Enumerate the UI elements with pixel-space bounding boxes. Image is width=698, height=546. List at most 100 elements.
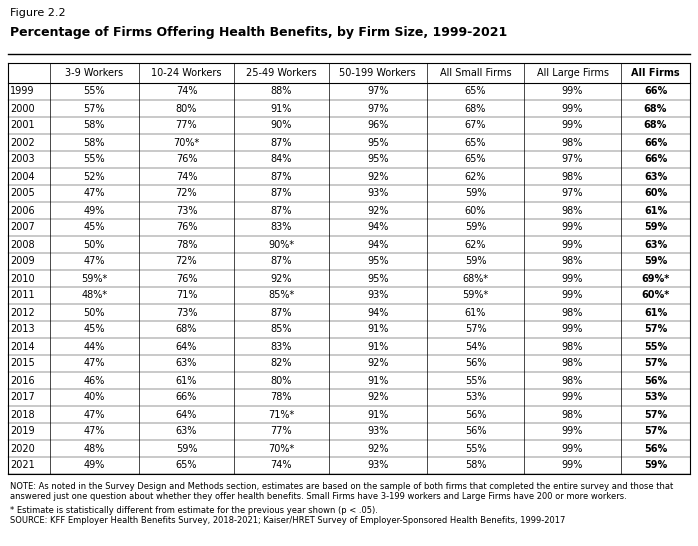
Text: 93%: 93% — [367, 188, 389, 199]
Text: 2019: 2019 — [10, 426, 35, 436]
Text: 97%: 97% — [562, 155, 584, 164]
Text: 74%: 74% — [176, 86, 198, 97]
Text: 47%: 47% — [84, 188, 105, 199]
Text: 98%: 98% — [562, 376, 584, 385]
Text: 78%: 78% — [176, 240, 198, 250]
Text: 87%: 87% — [270, 205, 292, 216]
Text: 57%: 57% — [644, 359, 667, 369]
Text: 40%: 40% — [84, 393, 105, 402]
Text: 99%: 99% — [562, 121, 584, 130]
Text: 94%: 94% — [367, 307, 389, 318]
Text: 59%*: 59%* — [462, 290, 489, 300]
Text: 91%: 91% — [271, 104, 292, 114]
Text: 66%: 66% — [644, 155, 667, 164]
Text: 47%: 47% — [84, 426, 105, 436]
Text: 2000: 2000 — [10, 104, 35, 114]
Text: 45%: 45% — [84, 324, 105, 335]
Text: 52%: 52% — [84, 171, 105, 181]
Text: 2008: 2008 — [10, 240, 35, 250]
Text: 98%: 98% — [562, 138, 584, 147]
Text: 50%: 50% — [84, 240, 105, 250]
Text: 68%: 68% — [644, 104, 667, 114]
Text: 2006: 2006 — [10, 205, 35, 216]
Text: 92%: 92% — [367, 443, 389, 454]
Text: 92%: 92% — [367, 205, 389, 216]
Text: 87%: 87% — [270, 138, 292, 147]
Text: 53%: 53% — [644, 393, 667, 402]
Text: 74%: 74% — [270, 460, 292, 471]
Text: 63%: 63% — [644, 171, 667, 181]
Text: 95%: 95% — [367, 155, 389, 164]
Text: 74%: 74% — [176, 171, 198, 181]
Text: 92%: 92% — [367, 171, 389, 181]
Text: 98%: 98% — [562, 307, 584, 318]
Text: 60%: 60% — [644, 188, 667, 199]
Text: 78%: 78% — [270, 393, 292, 402]
Text: 56%: 56% — [644, 443, 667, 454]
Text: 77%: 77% — [270, 426, 292, 436]
Text: All Large Firms: All Large Firms — [537, 68, 609, 78]
Text: 66%: 66% — [176, 393, 197, 402]
Text: 91%: 91% — [367, 324, 389, 335]
Text: 47%: 47% — [84, 410, 105, 419]
Text: 73%: 73% — [176, 307, 198, 318]
Text: 59%: 59% — [644, 257, 667, 266]
Text: 47%: 47% — [84, 359, 105, 369]
Text: 99%: 99% — [562, 426, 584, 436]
Text: 55%: 55% — [465, 443, 487, 454]
Text: 72%: 72% — [176, 188, 198, 199]
Text: 56%: 56% — [465, 359, 487, 369]
Text: 95%: 95% — [367, 138, 389, 147]
Text: 2016: 2016 — [10, 376, 35, 385]
Text: 93%: 93% — [367, 460, 389, 471]
Text: 63%: 63% — [644, 240, 667, 250]
Text: 87%: 87% — [270, 171, 292, 181]
Text: 68%*: 68%* — [463, 274, 489, 283]
Text: 99%: 99% — [562, 393, 584, 402]
Text: 99%: 99% — [562, 274, 584, 283]
Text: 99%: 99% — [562, 104, 584, 114]
Text: 57%: 57% — [465, 324, 487, 335]
Text: 70%*: 70%* — [173, 138, 200, 147]
Text: 70%*: 70%* — [268, 443, 295, 454]
Text: 2020: 2020 — [10, 443, 35, 454]
Text: Figure 2.2: Figure 2.2 — [10, 8, 66, 18]
Text: 82%: 82% — [270, 359, 292, 369]
Text: 98%: 98% — [562, 171, 584, 181]
Text: 98%: 98% — [562, 341, 584, 352]
Text: 2018: 2018 — [10, 410, 35, 419]
Text: 2010: 2010 — [10, 274, 35, 283]
Text: 87%: 87% — [270, 188, 292, 199]
Text: 98%: 98% — [562, 410, 584, 419]
Text: 67%: 67% — [465, 121, 487, 130]
Text: 69%*: 69%* — [641, 274, 669, 283]
Text: 44%: 44% — [84, 341, 105, 352]
Text: 76%: 76% — [176, 274, 198, 283]
Text: 80%: 80% — [176, 104, 197, 114]
Text: 92%: 92% — [367, 359, 389, 369]
Text: 2007: 2007 — [10, 223, 35, 233]
Text: 76%: 76% — [176, 223, 198, 233]
Text: 83%: 83% — [271, 341, 292, 352]
Text: 2017: 2017 — [10, 393, 35, 402]
Text: 93%: 93% — [367, 426, 389, 436]
Text: 71%*: 71%* — [268, 410, 295, 419]
Text: 55%: 55% — [465, 376, 487, 385]
Text: 76%: 76% — [176, 155, 198, 164]
Text: 72%: 72% — [176, 257, 198, 266]
Text: 55%: 55% — [84, 155, 105, 164]
Text: 58%: 58% — [465, 460, 487, 471]
Text: 2014: 2014 — [10, 341, 35, 352]
Text: 99%: 99% — [562, 290, 584, 300]
Text: 85%*: 85%* — [268, 290, 295, 300]
Text: 55%: 55% — [84, 86, 105, 97]
Text: 68%: 68% — [644, 121, 667, 130]
Text: 94%: 94% — [367, 240, 389, 250]
Text: 95%: 95% — [367, 257, 389, 266]
Text: 91%: 91% — [367, 376, 389, 385]
Text: 62%: 62% — [465, 171, 487, 181]
Text: 83%: 83% — [271, 223, 292, 233]
Text: 99%: 99% — [562, 443, 584, 454]
Text: 48%*: 48%* — [82, 290, 107, 300]
Text: 49%: 49% — [84, 460, 105, 471]
